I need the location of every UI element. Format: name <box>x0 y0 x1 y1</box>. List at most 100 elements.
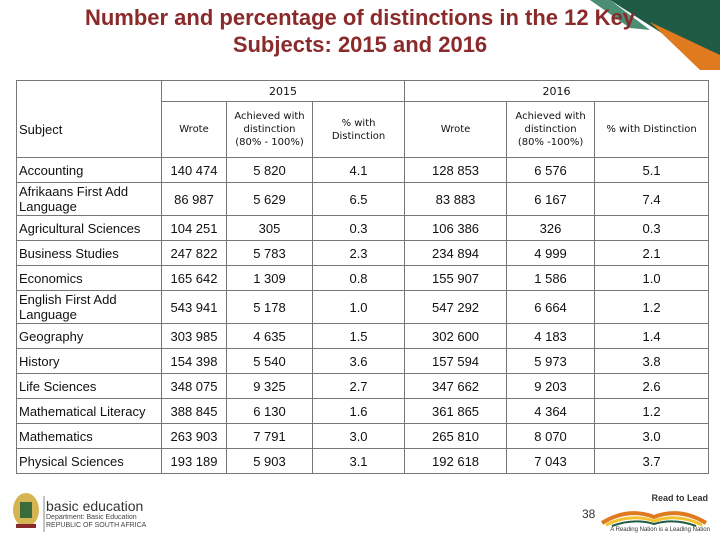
subject-header: Subject <box>16 101 162 158</box>
table-row: Business Studies 247 822 5 783 2.3 234 894 4 … <box>16 240 710 266</box>
subject-cell: Accounting <box>16 157 162 183</box>
subject-cell: English First Add Language <box>16 290 162 324</box>
pct-2015-header: % with Distinction <box>311 101 406 158</box>
wrote-2015-cell: 104 251 <box>161 215 227 241</box>
page-title: Number and percentage of distinctions in… <box>0 4 720 58</box>
subject-cell: Geography <box>16 323 162 349</box>
coat-of-arms-logo <box>13 493 45 532</box>
page-number: 38 <box>582 507 596 521</box>
table-row: Mathematical Literacy 388 845 6 130 1.6 361 … <box>16 398 710 424</box>
subject-cell: Life Sciences <box>16 373 162 399</box>
achieved-2015-cell: 5 903 <box>226 448 313 474</box>
wrote-2015-cell: 165 642 <box>161 265 227 291</box>
distinctions-table: 2015 2016 Subject Wrote Achieved with di… <box>16 80 710 474</box>
pct-2015-cell: 3.6 <box>311 348 406 374</box>
subject-cell: Business Studies <box>16 240 162 266</box>
wrote-2016-cell: 265 810 <box>404 423 508 449</box>
achieved-2015-cell: 9 325 <box>226 373 313 399</box>
corner-decoration <box>590 0 720 70</box>
subject-cell: Mathematics <box>16 423 162 449</box>
table-row: History 154 398 5 540 3.6 157 594 5 973 3.8 <box>16 348 710 374</box>
logo-main-text: basic education <box>46 498 144 514</box>
pct-2016-cell: 2.6 <box>594 373 710 399</box>
wrote-2015-cell: 388 845 <box>161 398 227 424</box>
pct-2015-cell: 3.1 <box>311 448 406 474</box>
year-2016-header: 2016 <box>404 80 710 102</box>
wrote-2016-cell: 547 292 <box>404 290 508 324</box>
wrote-2015-cell: 247 822 <box>161 240 227 266</box>
wrote-2015-header: Wrote <box>161 101 227 158</box>
pct-2015-cell: 3.0 <box>311 423 406 449</box>
wrote-2016-cell: 83 883 <box>404 182 508 216</box>
wrote-2016-cell: 106 386 <box>404 215 508 241</box>
table-row: Agricultural Sciences 104 251 305 0.3 106 38… <box>16 215 710 241</box>
achieved-2015-cell: 7 791 <box>226 423 313 449</box>
achieved-2015-cell: 6 130 <box>226 398 313 424</box>
wrote-2016-header: Wrote <box>404 101 508 158</box>
wrote-2015-cell: 348 075 <box>161 373 227 399</box>
wrote-2015-cell: 303 985 <box>161 323 227 349</box>
achieved-2016-cell: 1 586 <box>506 265 596 291</box>
year-header-row: 2015 2016 <box>16 80 710 102</box>
subject-cell: Mathematical Literacy <box>16 398 162 424</box>
table-row: Life Sciences 348 075 9 325 2.7 347 662 9 203… <box>16 373 710 399</box>
achieved-2015-cell: 1 309 <box>226 265 313 291</box>
pct-2016-cell: 7.4 <box>594 182 710 216</box>
achieved-2016-cell: 6 576 <box>506 157 596 183</box>
pct-2015-cell: 4.1 <box>311 157 406 183</box>
wrote-2016-cell: 192 618 <box>404 448 508 474</box>
achieved-2016-cell: 4 364 <box>506 398 596 424</box>
table-row: Mathematics 263 903 7 791 3.0 265 810 8 070 3.… <box>16 423 710 449</box>
wrote-2016-cell: 361 865 <box>404 398 508 424</box>
read-to-lead-caption: A Reading Nation is a Leading Nation <box>610 527 710 533</box>
pct-2016-cell: 5.1 <box>594 157 710 183</box>
pct-2015-cell: 1.6 <box>311 398 406 424</box>
year-2015-header: 2015 <box>160 80 406 102</box>
achieved-2016-cell: 4 183 <box>506 323 596 349</box>
pct-2016-cell: 1.2 <box>594 290 710 324</box>
table-row: English First Add Language 543 941 5 178 1.… <box>16 290 710 324</box>
pct-2015-cell: 0.8 <box>311 265 406 291</box>
achieved-2015-header: Achieved with distinction (80% - 100%) <box>226 101 313 158</box>
title-line-1: Number and percentage of distinctions in… <box>84 5 636 30</box>
table-row: Geography 303 985 4 635 1.5 302 600 4 183 1.4 <box>16 323 710 349</box>
pct-2016-header: % with Distinction <box>594 101 710 158</box>
wrote-2016-cell: 347 662 <box>404 373 508 399</box>
achieved-2015-cell: 5 178 <box>226 290 313 324</box>
pct-2016-cell: 2.1 <box>594 240 710 266</box>
table-row: Physical Sciences 193 189 5 903 3.1 192 618 7… <box>16 448 710 474</box>
pct-2016-cell: 3.0 <box>594 423 710 449</box>
subject-cell: Economics <box>16 265 162 291</box>
achieved-2015-cell: 5 820 <box>226 157 313 183</box>
read-to-lead-title: Read to Lead <box>651 493 708 503</box>
pct-2016-cell: 3.7 <box>594 448 710 474</box>
pct-2015-cell: 2.7 <box>311 373 406 399</box>
subject-cell: History <box>16 348 162 374</box>
pct-2016-cell: 3.8 <box>594 348 710 374</box>
achieved-2016-cell: 7 043 <box>506 448 596 474</box>
subject-cell: Agricultural Sciences <box>16 215 162 241</box>
achieved-2016-cell: 4 999 <box>506 240 596 266</box>
read-to-lead-book-icon <box>600 511 708 527</box>
achieved-2016-cell: 6 167 <box>506 182 596 216</box>
column-header-row: Subject Wrote Achieved with distinction … <box>16 101 710 158</box>
subject-cell: Physical Sciences <box>16 448 162 474</box>
achieved-2016-header: Achieved with distinction (80% -100%) <box>506 101 596 158</box>
wrote-2016-cell: 302 600 <box>404 323 508 349</box>
achieved-2016-cell: 8 070 <box>506 423 596 449</box>
achieved-2016-cell: 6 664 <box>506 290 596 324</box>
achieved-2015-cell: 4 635 <box>226 323 313 349</box>
achieved-2015-cell: 5 540 <box>226 348 313 374</box>
wrote-2015-cell: 86 987 <box>161 182 227 216</box>
pct-2015-cell: 1.0 <box>311 290 406 324</box>
wrote-2016-cell: 128 853 <box>404 157 508 183</box>
wrote-2015-cell: 263 903 <box>161 423 227 449</box>
achieved-2015-cell: 305 <box>226 215 313 241</box>
table-body: Accounting 140 474 5 820 4.1 128 853 6 576 5.1… <box>16 157 710 474</box>
pct-2016-cell: 1.2 <box>594 398 710 424</box>
pct-2015-cell: 2.3 <box>311 240 406 266</box>
achieved-2015-cell: 5 629 <box>226 182 313 216</box>
distinctions-table-wrap: 2015 2016 Subject Wrote Achieved with di… <box>16 80 710 474</box>
wrote-2015-cell: 154 398 <box>161 348 227 374</box>
wrote-2016-cell: 157 594 <box>404 348 508 374</box>
